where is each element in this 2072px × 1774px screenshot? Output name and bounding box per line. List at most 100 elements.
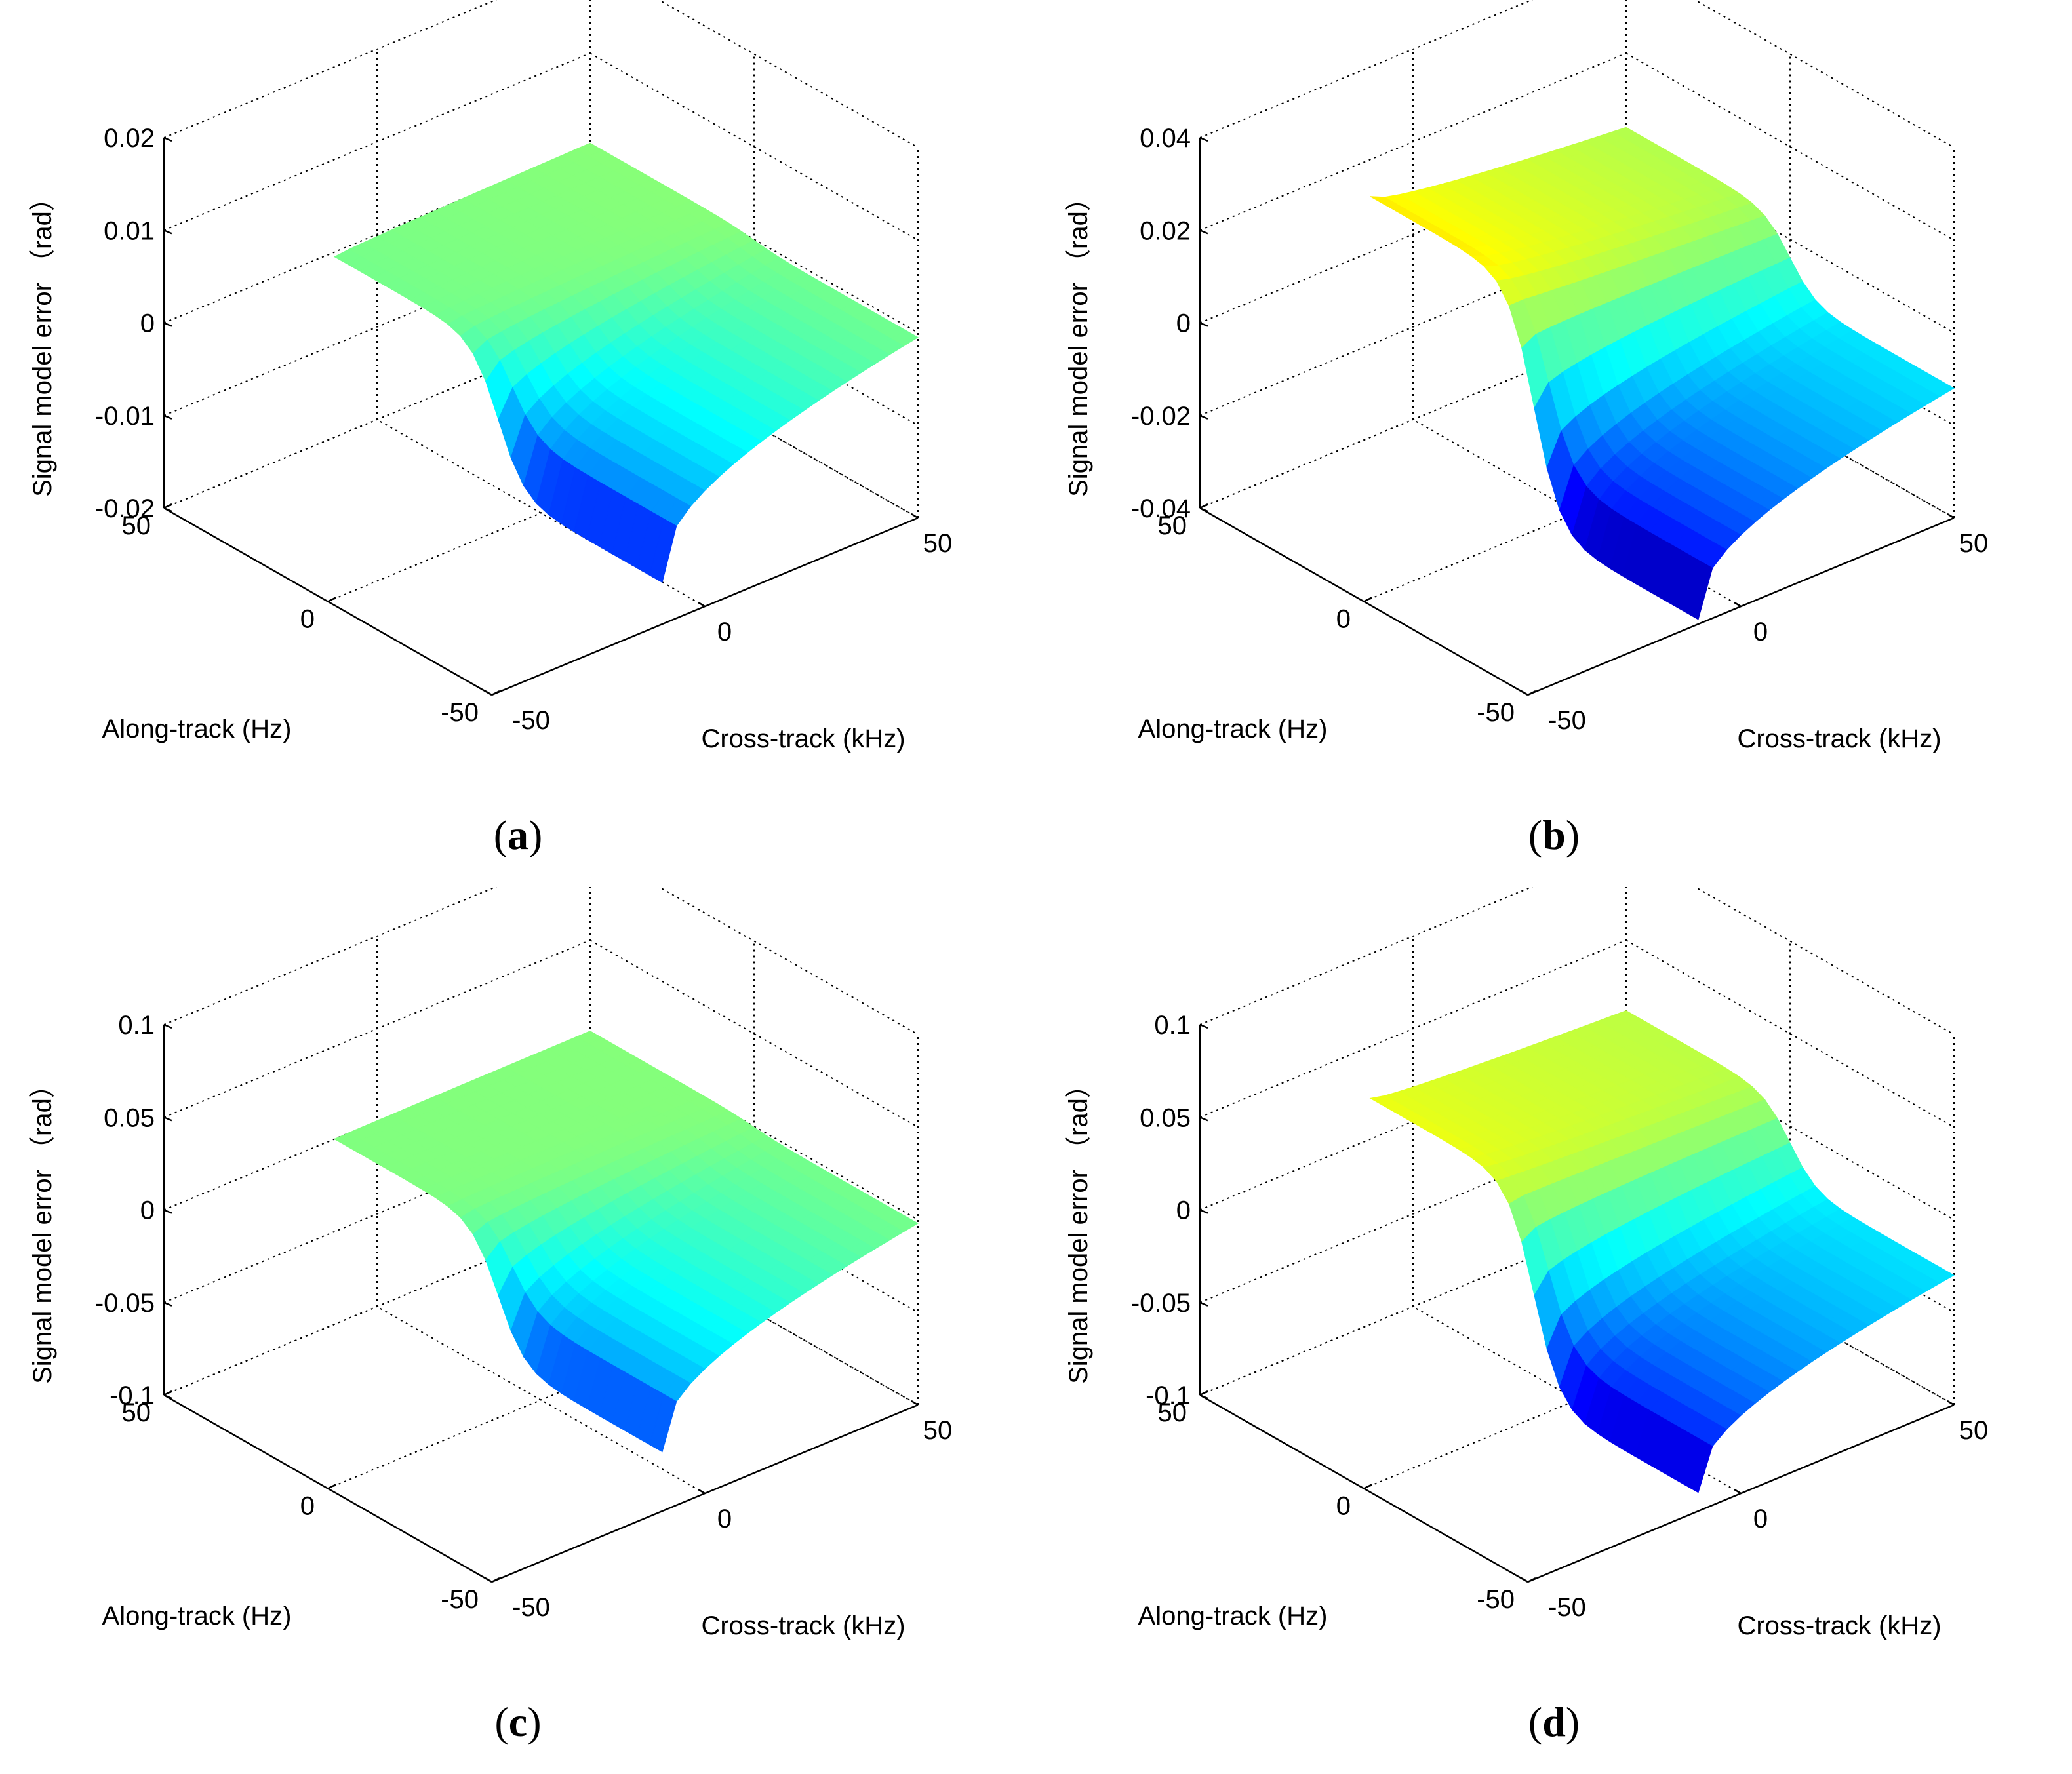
z-tick-label: 0 [1176, 1196, 1191, 1225]
x-tick-mark [1527, 1577, 1536, 1583]
x-tick-label: 50 [1158, 511, 1187, 540]
caption-close: ) [527, 1699, 541, 1745]
surface-facet [649, 1394, 677, 1453]
surface-d [1369, 1010, 1955, 1493]
z-tick-mark [163, 1301, 172, 1307]
z-tick-label: 0.01 [104, 216, 155, 245]
z-tick-label: 0 [140, 1196, 155, 1225]
z-tick-label: 0.04 [1140, 124, 1191, 153]
x-axis-label: Along-track (Hz) [1138, 1602, 1328, 1630]
y-tick-mark [698, 601, 706, 608]
z-axis-label: Signal model error （rad） [28, 1072, 57, 1384]
panel-a: -0.02 -0.01 0 0.01 0.02 50 0 -50 -50 0 50 Along-tra… [0, 0, 1036, 887]
y-tick-label: 0 [1753, 1505, 1768, 1533]
y-tick-mark [1521, 690, 1528, 696]
y-tick-label: 50 [1959, 529, 1989, 558]
panel-c: -0.1 -0.05 0 0.05 0.1 50 0 -50 -50 0 50 Along-track… [0, 887, 1036, 1774]
z-tick-mark [163, 414, 172, 420]
caption-letter: b [1542, 812, 1566, 858]
z-tick-label: 0.02 [104, 124, 155, 153]
panel-caption: (c) [494, 1699, 541, 1745]
grid-z-right-wall [589, 330, 919, 519]
z-tick-mark [163, 1023, 172, 1029]
z-tick-mark [1199, 1209, 1208, 1214]
x-tick-mark [1363, 1484, 1372, 1489]
z-tick-label: 0.05 [1140, 1103, 1191, 1132]
y-tick-label: 50 [923, 1416, 953, 1445]
z-tick-mark [1199, 507, 1208, 513]
y-tick-mark [1734, 601, 1742, 608]
z-tick-mark [163, 1209, 172, 1214]
y-tick-mark [911, 1400, 919, 1406]
surface-c [333, 1031, 919, 1453]
z-tick-label: -0.1 [1146, 1381, 1191, 1410]
z-tick-label: 0 [1176, 309, 1191, 338]
grid-z-left-wall [163, 0, 498, 138]
y-axis-label: Cross-track (kHz) [1737, 1611, 1941, 1640]
grid-z-left-wall [1199, 887, 1534, 1025]
x-tick-mark [327, 1484, 336, 1489]
grid-z-right-wall [589, 1124, 919, 1313]
z-tick-mark [163, 1116, 172, 1122]
chart-d: -0.1 -0.05 0 0.05 0.1 50 0 -50 -50 0 50 Along-track… [1064, 887, 1989, 1745]
caption-open: ( [494, 812, 508, 858]
y-tick-label: -50 [1548, 706, 1586, 735]
y-tick-mark [1947, 513, 1955, 519]
z-tick-mark [1199, 322, 1208, 327]
x-tick-label: 50 [122, 511, 151, 540]
z-tick-label: -0.1 [110, 1381, 155, 1410]
grid-floor-y [376, 419, 706, 607]
y-tick-label: 50 [1959, 1416, 1989, 1445]
grid-z-right-wall [1625, 52, 1955, 241]
z-tick-label: 0.05 [104, 1103, 155, 1132]
x-tick-label: 50 [122, 1398, 151, 1427]
z-tick-label: -0.01 [95, 402, 155, 431]
z-tick-mark [163, 136, 172, 142]
y-axis-label: Cross-track (kHz) [701, 724, 905, 753]
y-tick-label: -50 [512, 1593, 550, 1622]
z-axis-label: Signal model error （rad） [1064, 1072, 1093, 1384]
grid-z-right-wall [1694, 887, 1955, 1035]
x-tick-mark [163, 1390, 172, 1396]
grid-floor-y [1412, 1306, 1742, 1494]
y-tick-label: -50 [512, 706, 550, 735]
x-tick-label: -50 [1477, 1585, 1515, 1614]
surface-b [1370, 127, 1955, 620]
surface-facet [1685, 1438, 1713, 1493]
surface-facet [1685, 560, 1713, 620]
z-tick-mark [163, 507, 172, 513]
x-tick-mark [1199, 1390, 1208, 1396]
y-tick-label: 0 [1753, 618, 1768, 646]
grid-floor-y [376, 1306, 706, 1494]
panel-b: -0.04 -0.02 0 0.02 0.04 50 0 -50 -50 0 50 Along-tra… [1036, 0, 2072, 887]
z-axis-label: Signal model error （rad） [1064, 185, 1093, 497]
z-tick-label: -0.02 [95, 494, 155, 523]
x-axis-label: Along-track (Hz) [1138, 715, 1328, 743]
caption-open: ( [494, 1699, 508, 1745]
caption-letter: a [508, 812, 528, 858]
panel-caption: (b) [1528, 812, 1580, 858]
grid-z-right-wall [1625, 145, 1955, 334]
z-tick-label: -0.05 [1131, 1289, 1191, 1318]
y-tick-label: 0 [717, 1505, 732, 1533]
x-tick-mark [163, 503, 172, 509]
x-tick-label: 50 [1158, 1398, 1187, 1427]
z-tick-mark [1199, 1116, 1208, 1122]
grid-z-right-wall [1625, 1032, 1955, 1221]
x-tick-mark [327, 597, 336, 602]
grid-z-left-wall [163, 887, 498, 1025]
x-tick-label: -50 [441, 1585, 479, 1614]
z-tick-mark [1199, 414, 1208, 420]
z-tick-mark [163, 322, 172, 327]
panel-d: -0.1 -0.05 0 0.05 0.1 50 0 -50 -50 0 50 Along-track… [1036, 887, 2072, 1774]
z-tick-label: -0.02 [1131, 402, 1191, 431]
grid-z-right-wall [589, 939, 919, 1128]
grid-z-right-wall [1625, 330, 1955, 519]
panel-caption: (d) [1528, 1699, 1580, 1745]
z-tick-mark [1199, 1023, 1208, 1029]
x-tick-mark [1363, 597, 1372, 602]
grid-z-right-wall [589, 1032, 919, 1221]
z-tick-label: 0 [140, 309, 155, 338]
grid-z-right-wall [658, 887, 919, 1035]
